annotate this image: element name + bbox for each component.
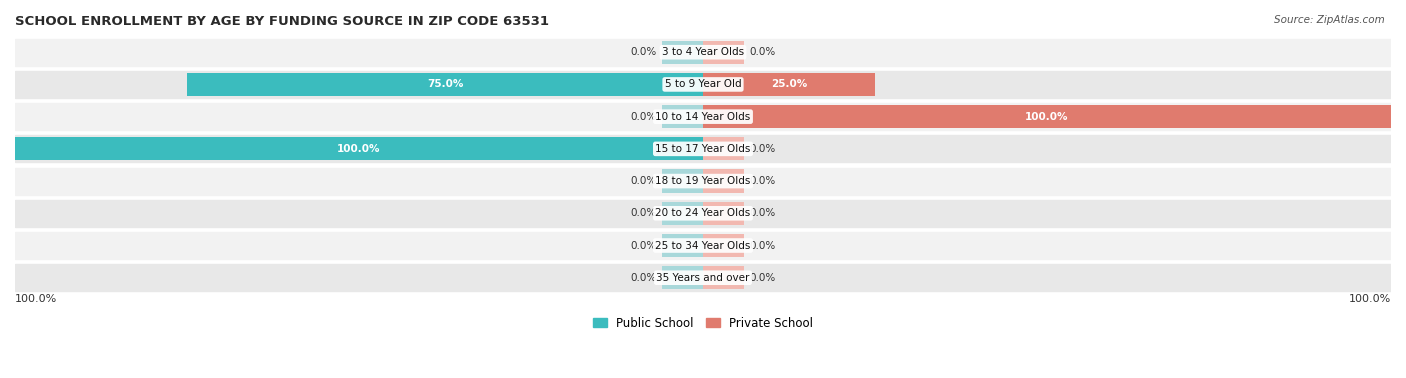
Bar (703, 234, 744, 257)
Text: 100.0%: 100.0% (15, 294, 58, 304)
Bar (703, 73, 875, 96)
Bar (662, 105, 703, 128)
Text: 0.0%: 0.0% (630, 176, 657, 186)
Text: 10 to 14 Year Olds: 10 to 14 Year Olds (655, 112, 751, 122)
Text: 100.0%: 100.0% (337, 144, 381, 154)
Text: 75.0%: 75.0% (427, 79, 463, 90)
Text: 0.0%: 0.0% (630, 273, 657, 283)
Bar (703, 202, 744, 225)
Text: 0.0%: 0.0% (749, 144, 776, 154)
Text: 0.0%: 0.0% (749, 273, 776, 283)
Text: 15 to 17 Year Olds: 15 to 17 Year Olds (655, 144, 751, 154)
Text: 20 to 24 Year Olds: 20 to 24 Year Olds (655, 208, 751, 218)
Text: 0.0%: 0.0% (749, 47, 776, 57)
Text: 0.0%: 0.0% (630, 47, 657, 57)
Text: 100.0%: 100.0% (1348, 294, 1391, 304)
Text: 18 to 19 Year Olds: 18 to 19 Year Olds (655, 176, 751, 186)
Bar (15, 137, 703, 161)
Text: SCHOOL ENROLLMENT BY AGE BY FUNDING SOURCE IN ZIP CODE 63531: SCHOOL ENROLLMENT BY AGE BY FUNDING SOUR… (15, 15, 548, 28)
Text: 25.0%: 25.0% (770, 79, 807, 90)
Bar (703, 40, 744, 64)
Bar (703, 169, 744, 193)
Text: 0.0%: 0.0% (749, 176, 776, 186)
Text: 100.0%: 100.0% (1025, 112, 1069, 122)
Text: 5 to 9 Year Old: 5 to 9 Year Old (665, 79, 741, 90)
Text: 25 to 34 Year Olds: 25 to 34 Year Olds (655, 240, 751, 251)
Bar (15, 200, 1391, 227)
Bar (15, 135, 1391, 163)
Bar (15, 39, 1391, 66)
Bar (703, 266, 744, 289)
Bar (662, 234, 703, 257)
Text: 35 Years and over: 35 Years and over (657, 273, 749, 283)
Legend: Public School, Private School: Public School, Private School (588, 312, 818, 334)
Text: 0.0%: 0.0% (630, 240, 657, 251)
Text: Source: ZipAtlas.com: Source: ZipAtlas.com (1274, 15, 1385, 25)
Bar (15, 71, 1391, 98)
Bar (662, 169, 703, 193)
Text: 3 to 4 Year Olds: 3 to 4 Year Olds (662, 47, 744, 57)
Bar (662, 266, 703, 289)
Text: 0.0%: 0.0% (630, 112, 657, 122)
Text: 0.0%: 0.0% (749, 240, 776, 251)
Bar (15, 264, 1391, 291)
Bar (15, 167, 1391, 195)
Bar (15, 103, 1391, 130)
Bar (15, 232, 1391, 259)
Bar (662, 202, 703, 225)
Bar (187, 73, 703, 96)
Bar (703, 137, 744, 161)
Text: 0.0%: 0.0% (630, 208, 657, 218)
Bar (703, 105, 1391, 128)
Bar (662, 40, 703, 64)
Text: 0.0%: 0.0% (749, 208, 776, 218)
